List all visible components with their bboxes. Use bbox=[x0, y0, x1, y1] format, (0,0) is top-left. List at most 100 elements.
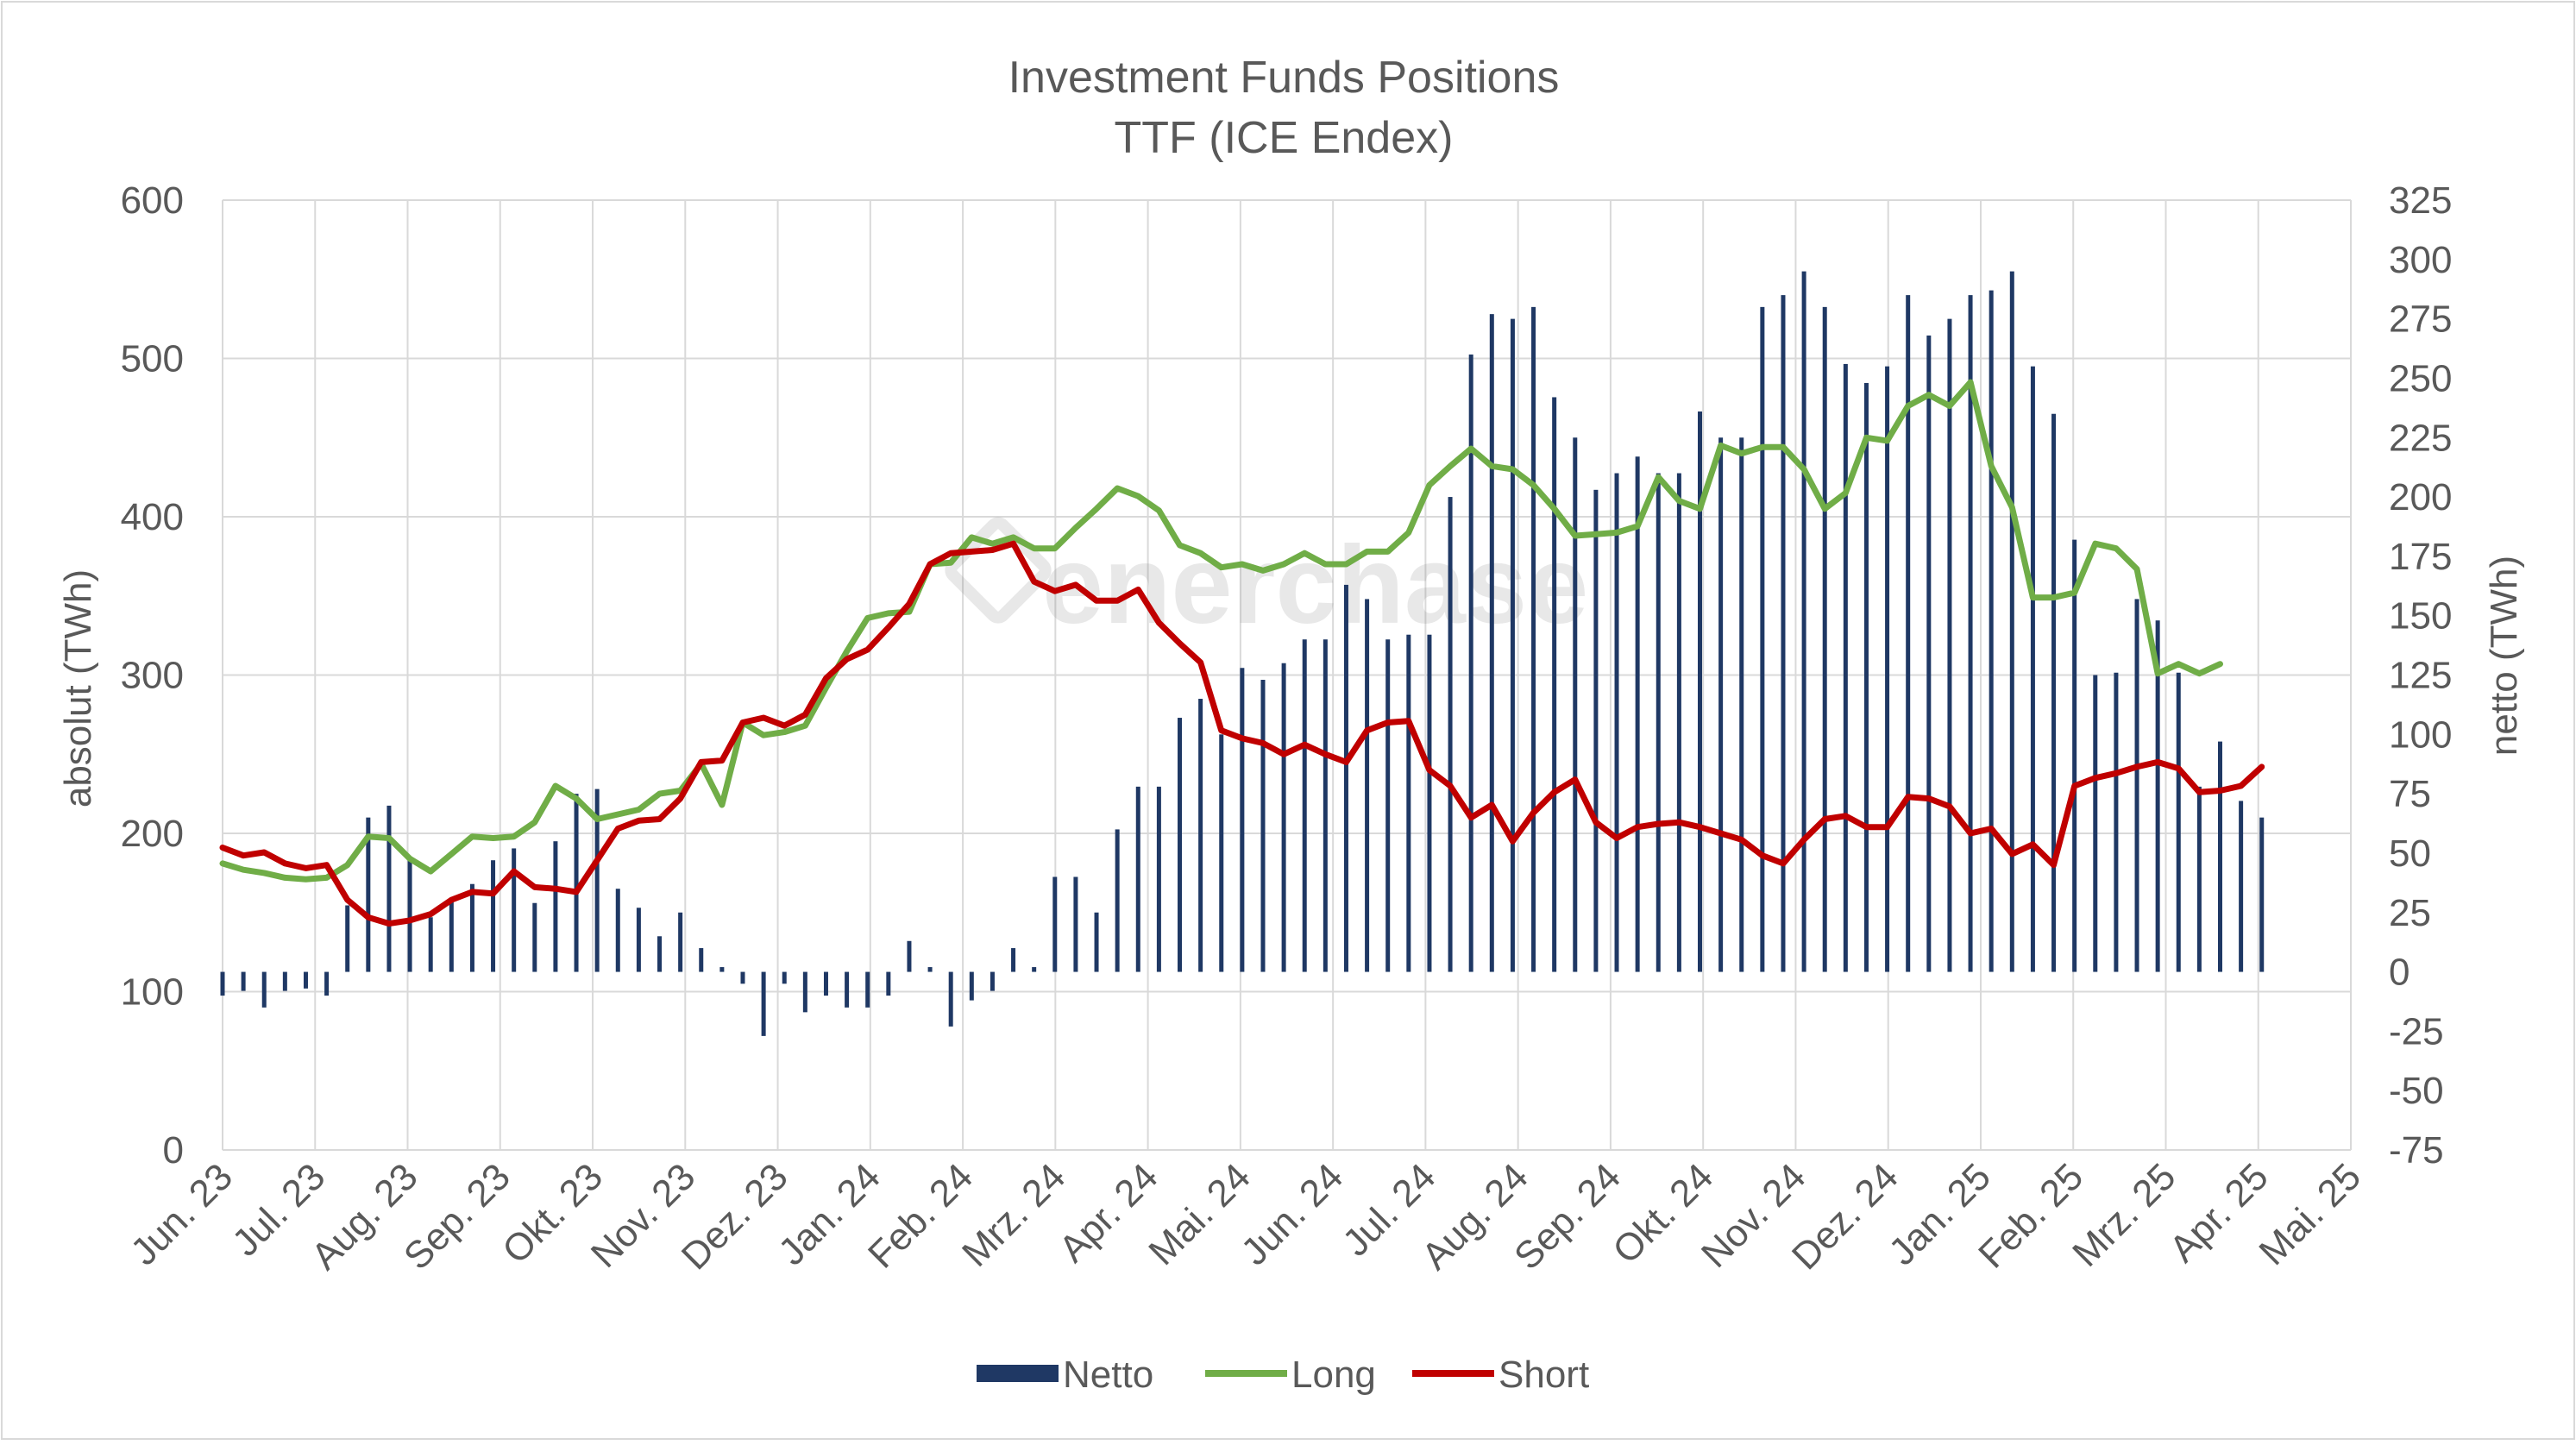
netto-bar bbox=[636, 908, 641, 972]
y-right-tick-label: 175 bbox=[2389, 536, 2452, 578]
netto-bar bbox=[615, 889, 620, 972]
y-right-tick-label: 150 bbox=[2389, 595, 2452, 638]
y-left-tick-label: 400 bbox=[121, 496, 184, 538]
netto-bar bbox=[1448, 497, 1453, 972]
netto-bar bbox=[1468, 354, 1473, 972]
netto-bar bbox=[1552, 397, 1557, 972]
netto-bar bbox=[2051, 413, 2057, 972]
y-right-tick-label: 325 bbox=[2389, 179, 2452, 222]
y-left-tick-label: 500 bbox=[121, 338, 184, 380]
netto-bar bbox=[428, 917, 433, 972]
netto-bar bbox=[1863, 382, 1869, 972]
netto-bar bbox=[2239, 801, 2244, 972]
y-right-tick-label: 300 bbox=[2389, 239, 2452, 281]
netto-bar bbox=[657, 936, 663, 972]
netto-bar bbox=[1698, 411, 1703, 972]
y-right-tick-label: -75 bbox=[2389, 1129, 2444, 1172]
netto-bar bbox=[1573, 437, 1578, 972]
y-right-tick-label: 75 bbox=[2389, 773, 2431, 815]
netto-bar bbox=[1406, 634, 1411, 972]
netto-bar bbox=[699, 948, 704, 972]
y-right-tick-label: 0 bbox=[2389, 952, 2410, 994]
netto-bar bbox=[1115, 829, 1120, 972]
netto-bar bbox=[2093, 675, 2098, 972]
y-axis-left-label: absolut (TWh) bbox=[57, 569, 99, 807]
netto-bar bbox=[2176, 672, 2181, 972]
y-right-tick-label: 25 bbox=[2389, 892, 2431, 934]
watermark-text: enerchase bbox=[1042, 524, 1588, 647]
chart-subtitle: TTF (ICE Endex) bbox=[1115, 113, 1454, 163]
y-right-tick-label: 250 bbox=[2389, 357, 2452, 399]
netto-bar bbox=[261, 971, 267, 1008]
legend-label-long: Long bbox=[1291, 1354, 1376, 1396]
netto-bar bbox=[532, 902, 537, 972]
netto-bar bbox=[1656, 473, 1661, 972]
y-right-tick-label: -25 bbox=[2389, 1010, 2444, 1052]
netto-bar bbox=[990, 971, 995, 991]
netto-bar bbox=[1011, 948, 1016, 972]
netto-bar bbox=[927, 967, 933, 972]
netto-bar bbox=[220, 971, 225, 996]
y-left-tick-label: 100 bbox=[121, 971, 184, 1014]
y-left-tick-label: 600 bbox=[121, 179, 184, 222]
netto-bar bbox=[1801, 271, 1806, 972]
series-line-long bbox=[219, 379, 2223, 883]
netto-bar bbox=[1676, 473, 1681, 972]
netto-bar bbox=[1281, 663, 1286, 972]
netto-bar bbox=[512, 848, 517, 972]
netto-bar bbox=[1718, 437, 1724, 972]
netto-bar bbox=[678, 912, 683, 972]
netto-bar bbox=[1635, 456, 1640, 972]
netto-bar bbox=[2217, 741, 2222, 972]
netto-bar bbox=[594, 788, 600, 972]
netto-bar bbox=[1739, 437, 1744, 972]
netto-bar bbox=[845, 971, 850, 1008]
y-axis-left-ticks: 0 100 200 300 400 500 600 bbox=[121, 179, 184, 1172]
legend-swatch-netto bbox=[977, 1365, 1059, 1382]
netto-bar bbox=[1302, 639, 1307, 972]
netto-bar bbox=[2155, 620, 2160, 972]
netto-bar bbox=[303, 971, 308, 989]
y-right-tick-label: 50 bbox=[2389, 832, 2431, 875]
y-axis-right-label: netto (TWh) bbox=[2483, 556, 2525, 756]
netto-bar bbox=[1781, 295, 1786, 972]
netto-bar bbox=[1593, 489, 1599, 972]
y-left-tick-label: 200 bbox=[121, 813, 184, 855]
netto-bar bbox=[282, 971, 287, 991]
netto-bar bbox=[1885, 366, 1890, 972]
netto-bar bbox=[1365, 599, 1370, 972]
y-right-tick-label: 225 bbox=[2389, 417, 2452, 459]
netto-bar bbox=[1968, 295, 1973, 972]
netto-bar bbox=[1032, 967, 1037, 972]
netto-bar bbox=[574, 794, 579, 972]
y-right-tick-label: 275 bbox=[2389, 298, 2452, 341]
netto-bar bbox=[1489, 314, 1494, 972]
netto-bar bbox=[1156, 786, 1161, 972]
netto-bar bbox=[2072, 539, 2077, 972]
netto-bar bbox=[553, 841, 558, 972]
netto-bar bbox=[324, 971, 330, 996]
netto-bar bbox=[740, 971, 745, 984]
netto-bar bbox=[1323, 639, 1328, 972]
netto-bar bbox=[2114, 672, 2119, 972]
netto-bar bbox=[886, 971, 891, 996]
y-left-tick-label: 300 bbox=[121, 655, 184, 697]
netto-bar bbox=[1240, 668, 1245, 972]
netto-bar bbox=[2030, 366, 2035, 972]
netto-bar bbox=[1198, 699, 1203, 972]
y-axis-right-ticks: -75 -50 -25 0 25 50 75 100 125 150 175 200 225 250 275… bbox=[2389, 179, 2452, 1172]
netto-bar bbox=[366, 817, 371, 972]
netto-bar bbox=[782, 971, 787, 984]
netto-bar bbox=[1178, 718, 1183, 972]
netto-bar bbox=[1052, 876, 1058, 972]
netto-bar bbox=[407, 858, 412, 972]
netto-bar bbox=[1427, 634, 1432, 972]
netto-bar bbox=[948, 971, 953, 1027]
netto-bar bbox=[823, 971, 828, 996]
netto-bar bbox=[1094, 912, 1099, 972]
y-right-tick-label: 100 bbox=[2389, 713, 2452, 756]
y-right-tick-label: -50 bbox=[2389, 1070, 2444, 1112]
y-left-tick-label: 0 bbox=[163, 1129, 184, 1172]
